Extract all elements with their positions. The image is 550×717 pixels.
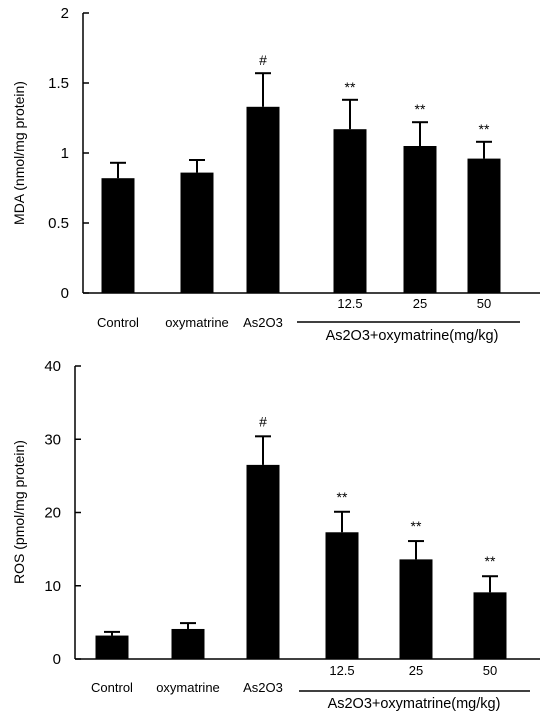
y-axis-label: ROS (pmol/mg protein)	[11, 440, 27, 584]
y-tick-label: 30	[44, 431, 61, 448]
group-label: As2O3+oxymatrine(mg/kg)	[328, 696, 501, 712]
category-label: Control	[97, 315, 139, 330]
y-ticks: 0 0.5 1 1.5 2	[48, 5, 89, 302]
bar	[171, 628, 205, 659]
mda-chart: MDA (nmol/mg protein) 00.511.52 #****** …	[11, 5, 540, 344]
bar	[246, 106, 280, 293]
y-tick-label: 1	[61, 145, 69, 162]
bar	[473, 592, 507, 659]
bar	[180, 172, 214, 293]
bars: # ** ** **	[101, 52, 501, 293]
category-label: 25	[413, 296, 427, 311]
y-tick-label: 0.5	[48, 215, 69, 232]
category-label: 50	[483, 663, 497, 678]
bar	[333, 129, 367, 293]
category-label: 50	[477, 296, 491, 311]
significance-marker: **	[479, 121, 490, 137]
bar	[101, 178, 135, 293]
y-tick-label: 1.5	[48, 75, 69, 92]
y-tick-label: 2	[61, 5, 69, 22]
category-label: 12.5	[329, 663, 354, 678]
category-label: oxymatrine	[165, 315, 229, 330]
significance-marker: #	[259, 52, 267, 68]
bar	[325, 532, 359, 659]
bar	[246, 464, 280, 659]
category-label: oxymatrine	[156, 680, 220, 695]
y-tick-label: 10	[44, 578, 61, 595]
category-label: As2O3	[243, 680, 283, 695]
bar	[467, 158, 501, 293]
bar	[399, 559, 433, 659]
significance-marker: **	[415, 101, 426, 117]
bar	[403, 146, 437, 293]
y-tick-label: 0	[61, 285, 69, 302]
category-label: 12.5	[337, 296, 362, 311]
category-label: As2O3	[243, 315, 283, 330]
bar	[95, 635, 129, 659]
significance-marker: **	[337, 489, 348, 505]
group-label: As2O3+oxymatrine(mg/kg)	[326, 328, 499, 344]
y-axis-label: MDA (nmol/mg protein)	[11, 81, 27, 225]
significance-marker: #	[259, 413, 267, 429]
category-labels: Control oxymatrine As2O3 12.5 25 50	[91, 663, 497, 695]
y-tick-label: 20	[44, 505, 61, 522]
y-tick-label: 40	[44, 358, 61, 375]
category-label: Control	[91, 680, 133, 695]
significance-marker: **	[411, 518, 422, 534]
bars: # ** ** **	[95, 413, 507, 659]
significance-marker: **	[345, 79, 356, 95]
significance-marker: **	[485, 553, 496, 569]
category-label: 25	[409, 663, 423, 678]
category-labels: Control oxymatrine As2O3 12.5 25 50	[97, 296, 491, 330]
y-tick-label: 0	[53, 651, 61, 668]
y-ticks: 0 10 20 30 40	[44, 358, 81, 668]
